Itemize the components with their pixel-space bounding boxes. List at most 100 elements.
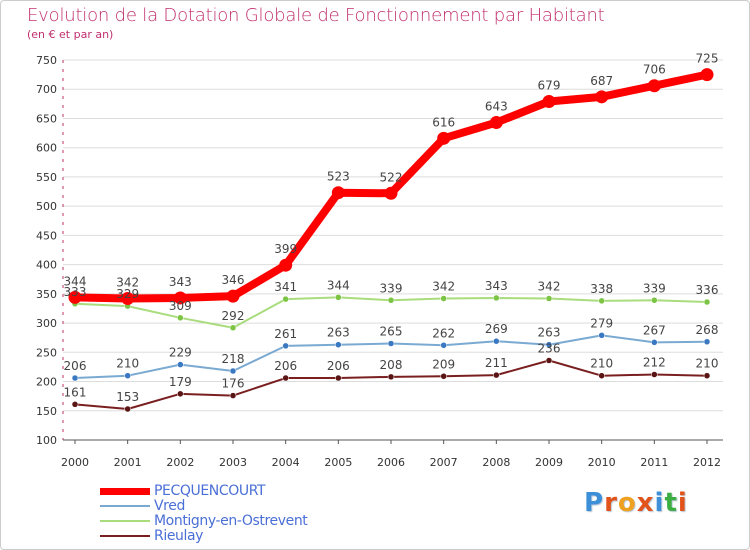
data-label-vred: 263 <box>538 326 561 340</box>
data-label-vred: 218 <box>222 352 245 366</box>
y-tick-label: 250 <box>36 346 57 359</box>
data-label-vred: 229 <box>169 346 192 360</box>
data-label-pecquencourt: 616 <box>432 115 455 129</box>
data-point-montigny-en-ostrevent <box>493 294 500 302</box>
x-tick-label: 2006 <box>377 456 405 469</box>
legend-label: PECQUENCOURT <box>154 483 266 499</box>
x-tick-label: 2002 <box>166 456 194 469</box>
y-tick-label: 100 <box>36 434 57 447</box>
data-label-vred: 210 <box>116 357 139 371</box>
data-point-pecquencourt <box>121 292 135 306</box>
data-point-rieulay <box>440 373 447 380</box>
legend-label: Montigny-en-Ostrevent <box>154 513 308 529</box>
logo-letter: P <box>584 488 605 518</box>
legend-swatch <box>100 488 150 495</box>
y-tick-label: 550 <box>36 171 57 184</box>
data-label-pecquencourt: 523 <box>327 170 350 184</box>
data-point-rieulay <box>598 372 605 379</box>
y-tick-label: 700 <box>36 83 57 96</box>
data-label-montigny-en-ostrevent: 343 <box>485 279 508 293</box>
x-tick-label: 2007 <box>430 456 458 469</box>
legend-label: Rieulay <box>154 528 204 544</box>
data-point-montigny-en-ostrevent <box>387 297 395 304</box>
logo-letter: i <box>654 488 665 518</box>
data-label-montigny-en-ostrevent: 339 <box>643 281 666 295</box>
chart-title: Evolution de la Dotation Globale de Fonc… <box>27 5 605 26</box>
data-label-rieulay: 179 <box>169 375 192 389</box>
x-tick-label: 2009 <box>535 456 563 469</box>
data-label-pecquencourt: 346 <box>222 273 245 287</box>
data-label-montigny-en-ostrevent: 339 <box>380 281 403 295</box>
data-point-vred <box>703 338 711 346</box>
data-point-montigny-en-ostrevent <box>598 297 605 305</box>
data-point-vred <box>651 339 658 346</box>
y-tick-label: 300 <box>36 317 57 330</box>
data-label-pecquencourt: 342 <box>116 276 139 290</box>
data-point-vred <box>440 342 447 349</box>
data-label-montigny-en-ostrevent: 336 <box>696 283 719 297</box>
y-tick-label: 450 <box>36 229 57 242</box>
data-point-pecquencourt <box>647 79 661 93</box>
logo-letter: o <box>617 488 637 518</box>
data-point-pecquencourt <box>279 258 293 272</box>
data-label-pecquencourt: 643 <box>485 100 508 114</box>
data-label-vred: 279 <box>590 316 613 330</box>
data-label-montigny-en-ostrevent: 329 <box>116 287 139 301</box>
data-point-pecquencourt <box>331 186 345 200</box>
data-point-montigny-en-ostrevent <box>229 324 237 332</box>
x-tick-label: 2012 <box>693 456 721 469</box>
y-tick-label: 650 <box>36 112 57 125</box>
data-label-montigny-en-ostrevent: 342 <box>538 280 561 294</box>
data-point-vred <box>493 337 500 345</box>
data-labels: 161 153 179 176 206 206 208 209 211 236 210 212 210 3… <box>64 52 719 404</box>
data-point-pecquencourt <box>68 290 82 304</box>
y-tick-label: 750 <box>36 54 57 67</box>
data-point-rieulay <box>229 392 237 399</box>
data-label-rieulay: 153 <box>116 390 139 404</box>
data-label-rieulay: 210 <box>696 357 719 371</box>
data-point-rieulay <box>282 374 289 382</box>
series-lines <box>68 68 714 413</box>
data-point-montigny-en-ostrevent <box>651 297 658 304</box>
data-label-pecquencourt: 399 <box>274 242 297 256</box>
data-label-vred: 263 <box>327 326 350 340</box>
data-point-vred <box>229 367 237 375</box>
data-label-vred: 265 <box>380 325 403 339</box>
data-point-rieulay <box>71 401 79 408</box>
data-point-vred <box>71 374 79 382</box>
legend-swatch <box>100 535 150 537</box>
y-tick-label: 350 <box>36 288 57 301</box>
data-point-montigny-en-ostrevent <box>440 295 447 302</box>
data-point-montigny-en-ostrevent <box>703 298 711 306</box>
x-tick-label: 2003 <box>219 456 247 469</box>
legend-swatch <box>100 505 150 507</box>
data-point-montigny-en-ostrevent <box>282 295 289 303</box>
data-label-vred: 206 <box>64 359 87 373</box>
data-label-rieulay: 236 <box>538 341 561 355</box>
y-tick-label: 400 <box>36 259 57 272</box>
axes: 100 150 200 250 300 350 400 450 500 550 600 650 700 7… <box>36 54 723 469</box>
data-label-vred: 261 <box>274 327 297 341</box>
legend-swatch <box>100 520 150 522</box>
data-point-vred <box>598 332 605 339</box>
data-label-montigny-en-ostrevent: 309 <box>169 299 192 313</box>
data-point-rieulay <box>335 374 342 382</box>
logo-letter: r <box>604 488 618 518</box>
data-label-montigny-en-ostrevent: 333 <box>64 285 87 299</box>
data-point-pecquencourt <box>384 186 398 200</box>
data-label-vred: 269 <box>485 322 508 336</box>
y-tick-label: 150 <box>36 405 57 418</box>
data-label-rieulay: 211 <box>485 356 508 370</box>
data-label-rieulay: 176 <box>222 377 245 391</box>
data-point-pecquencourt <box>542 95 556 109</box>
chart-subtitle: (en € et par an) <box>27 28 114 41</box>
data-label-montigny-en-ostrevent: 292 <box>222 309 245 323</box>
data-label-pecquencourt: 725 <box>696 52 719 66</box>
logo-letter: x <box>636 488 655 518</box>
data-point-pecquencourt <box>437 131 451 145</box>
y-tick-label: 500 <box>36 200 57 213</box>
data-point-vred <box>335 341 342 348</box>
gridlines <box>63 59 723 441</box>
data-point-pecquencourt <box>173 291 187 305</box>
